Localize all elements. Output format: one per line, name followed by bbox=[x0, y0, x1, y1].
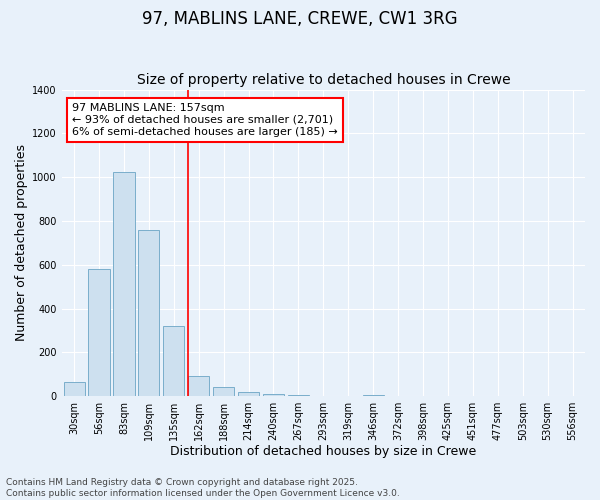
Bar bbox=[188, 376, 209, 396]
Bar bbox=[238, 392, 259, 396]
Bar bbox=[88, 269, 110, 396]
X-axis label: Distribution of detached houses by size in Crewe: Distribution of detached houses by size … bbox=[170, 444, 476, 458]
Title: Size of property relative to detached houses in Crewe: Size of property relative to detached ho… bbox=[137, 73, 510, 87]
Y-axis label: Number of detached properties: Number of detached properties bbox=[15, 144, 28, 342]
Bar bbox=[113, 172, 134, 396]
Bar bbox=[263, 394, 284, 396]
Bar bbox=[213, 387, 234, 396]
Text: Contains HM Land Registry data © Crown copyright and database right 2025.
Contai: Contains HM Land Registry data © Crown c… bbox=[6, 478, 400, 498]
Bar bbox=[138, 230, 160, 396]
Text: 97, MABLINS LANE, CREWE, CW1 3RG: 97, MABLINS LANE, CREWE, CW1 3RG bbox=[142, 10, 458, 28]
Text: 97 MABLINS LANE: 157sqm
← 93% of detached houses are smaller (2,701)
6% of semi-: 97 MABLINS LANE: 157sqm ← 93% of detache… bbox=[72, 104, 338, 136]
Bar bbox=[163, 326, 184, 396]
Bar bbox=[64, 382, 85, 396]
